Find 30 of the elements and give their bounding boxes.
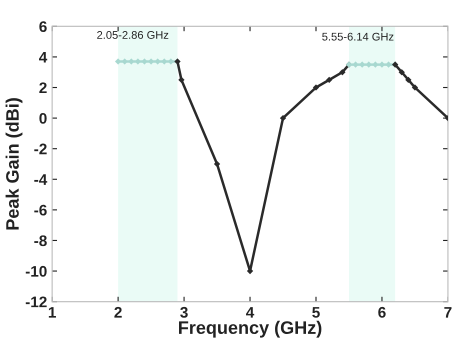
x-tick-label: 4	[246, 307, 254, 318]
x-tick-label: 6	[378, 306, 386, 318]
point	[214, 161, 220, 167]
y-tick-label: 0	[39, 112, 47, 124]
y-tick-label: -6	[34, 204, 47, 216]
point	[405, 77, 412, 83]
point	[313, 84, 319, 90]
y-tick-label: -2	[34, 144, 47, 154]
annotation: 2.05-2.86 GHz	[97, 31, 168, 39]
annotation: 5.55-6.14 GHz	[322, 32, 394, 41]
y-tick-label: -4	[34, 174, 48, 185]
point	[412, 84, 418, 90]
y-tick-label: 4	[39, 52, 48, 62]
point	[326, 77, 332, 83]
point	[280, 115, 286, 121]
x-tick-label: 2	[114, 306, 122, 318]
y-axis-title: Peak Gain (dBi)	[6, 98, 22, 230]
x-tick-label: 5	[312, 307, 320, 318]
x-tick-label: 3	[180, 306, 188, 318]
point	[398, 69, 405, 76]
y-tick-label: -12	[26, 296, 47, 308]
x-axis-title: Frequency (GHz)	[179, 320, 322, 338]
y-tick-label: -10	[26, 266, 47, 277]
y-tick-label: -8	[34, 235, 47, 246]
point	[178, 77, 184, 83]
x-tick-label: 1	[48, 307, 56, 318]
x-tick-label: 7	[444, 307, 452, 318]
y-tick-label: 2	[39, 82, 47, 94]
y-tick-label: 6	[39, 21, 47, 32]
point	[340, 69, 346, 76]
